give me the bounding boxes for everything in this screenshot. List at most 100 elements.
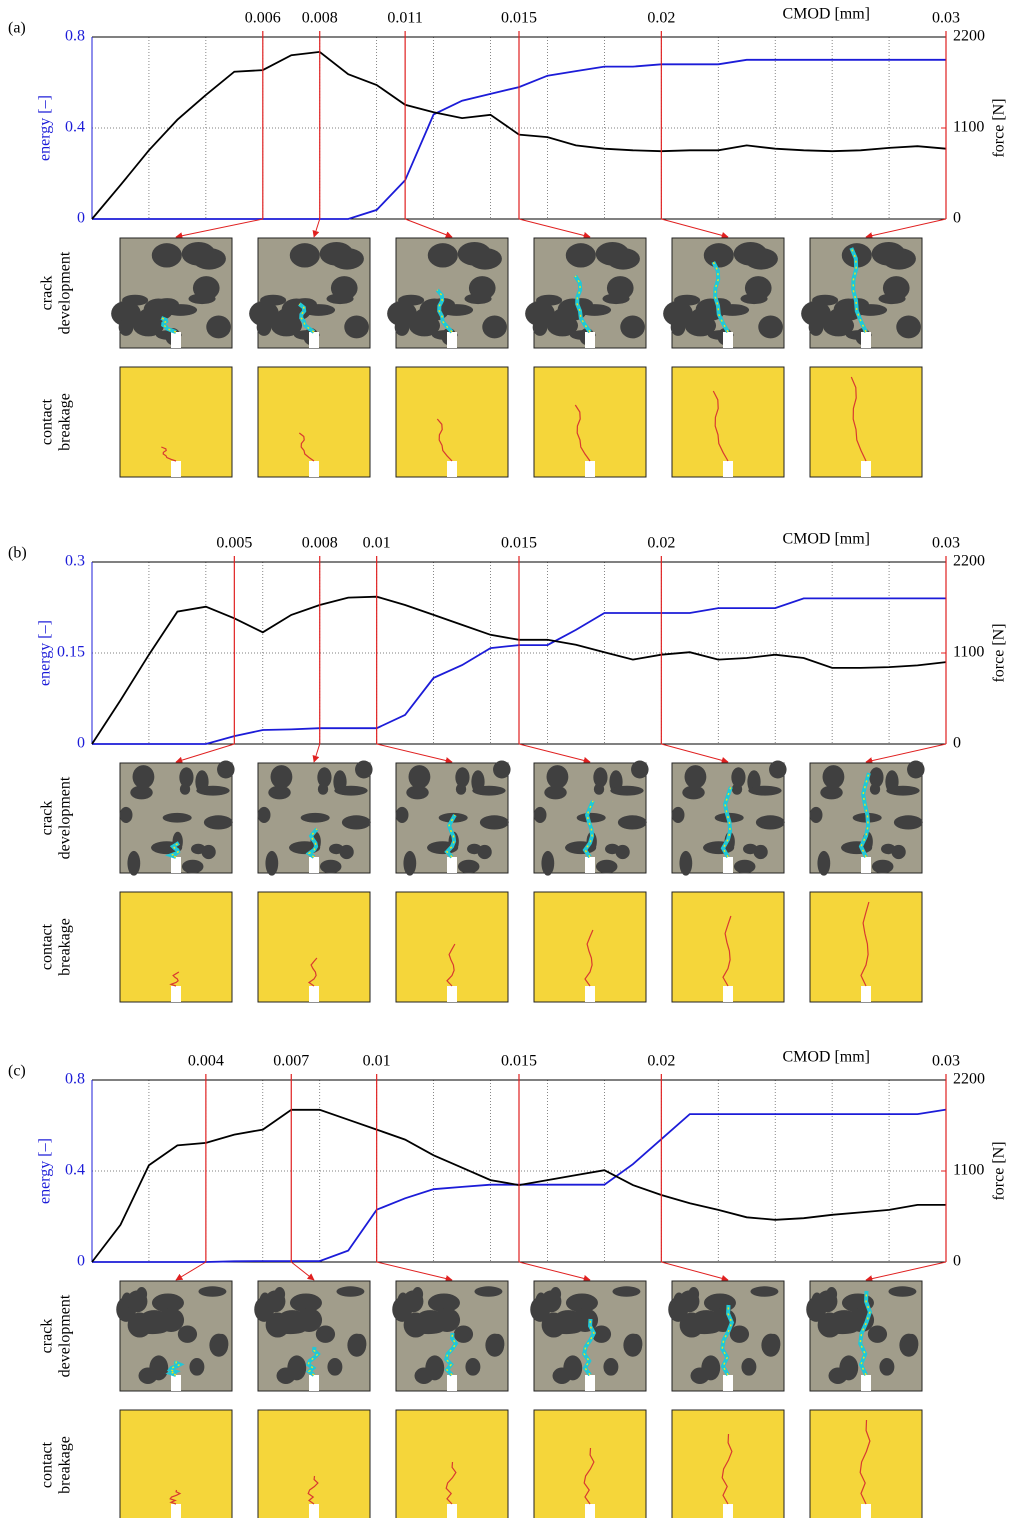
snapshot-arrow	[312, 218, 321, 238]
y-tick-label: 0.15	[57, 644, 85, 661]
x-tick-label: 0.015	[501, 1053, 537, 1070]
aggregate	[479, 815, 509, 830]
aggregate	[828, 1367, 848, 1384]
notch	[585, 857, 595, 873]
crack-core	[574, 275, 591, 333]
thumbnail	[395, 891, 509, 1003]
aggregate	[631, 760, 649, 779]
aggregate	[412, 1325, 444, 1335]
broken-contacts	[307, 957, 318, 987]
y-tick-label: 0.4	[65, 1162, 85, 1179]
aggregate	[315, 1325, 336, 1343]
notch	[861, 857, 871, 873]
notch	[309, 1504, 319, 1518]
aggregate	[296, 1308, 323, 1333]
aggregate	[300, 812, 330, 823]
broken-contacts	[161, 446, 177, 462]
aggregate	[477, 844, 492, 860]
aggregate	[394, 318, 410, 336]
y-axis-label: energy [–]	[37, 95, 54, 161]
aggregate	[130, 785, 153, 800]
thumbnail	[119, 366, 233, 478]
aggregate	[457, 859, 480, 874]
aggregate	[317, 783, 329, 795]
aggregate	[317, 767, 332, 788]
y2-axis-label: force [N]	[991, 1141, 1008, 1200]
aggregate	[565, 243, 596, 268]
aggregate	[595, 859, 618, 874]
notch	[585, 1504, 595, 1518]
aggregate	[733, 241, 768, 266]
aggregate	[893, 815, 923, 830]
broken-contacts	[583, 1447, 595, 1505]
crack-core	[436, 289, 453, 333]
aggregate	[546, 765, 569, 789]
y-tick-label: 0.8	[65, 28, 85, 45]
aggregate	[603, 1358, 619, 1376]
broken-contacts	[712, 390, 729, 462]
y2-axis-label: force [N]	[991, 98, 1008, 157]
x-tick-label: 0.006	[245, 10, 281, 27]
notch	[723, 1504, 733, 1518]
aggregate	[552, 1367, 572, 1384]
notch	[585, 461, 595, 477]
x-tick-label: 0.02	[647, 1053, 675, 1070]
aggregate	[740, 293, 768, 305]
broken-contacts	[721, 1433, 733, 1505]
broken-contacts	[446, 943, 456, 987]
aggregate	[729, 1325, 750, 1343]
x-tick-label: 0.03	[932, 1053, 960, 1070]
snapshot-arrow	[865, 218, 947, 240]
notch	[861, 461, 871, 477]
aggregate	[869, 783, 881, 795]
y-axis-label: energy [–]	[37, 620, 54, 686]
aggregate	[327, 1358, 343, 1376]
x-axis-label: CMOD [mm]	[782, 531, 870, 548]
aggregate	[179, 767, 194, 788]
aggregate	[769, 760, 787, 779]
aggregate	[265, 850, 279, 876]
aggregate	[472, 785, 506, 796]
aggregate	[457, 241, 492, 266]
snapshot-arrow	[376, 1261, 453, 1282]
aggregate	[455, 767, 470, 788]
x-axis-label: CMOD [mm]	[782, 6, 870, 23]
aggregate	[118, 318, 134, 336]
thumbnail	[533, 1409, 647, 1518]
aggregate	[268, 785, 291, 800]
aggregate	[541, 850, 555, 876]
aggregate	[904, 1333, 919, 1354]
notch	[447, 1375, 457, 1391]
aggregate	[289, 243, 320, 268]
aggregate	[610, 785, 644, 796]
crack-core	[850, 247, 867, 333]
aggregate	[158, 1308, 185, 1333]
snapshot-arrow	[661, 1261, 729, 1282]
aggregate	[132, 765, 155, 789]
crack-core	[307, 828, 318, 858]
aggregate	[841, 243, 872, 268]
aggregate	[808, 318, 824, 336]
broken-contacts	[859, 1419, 871, 1505]
aggregate	[434, 1308, 461, 1333]
aggregate	[812, 294, 839, 306]
x-tick-label: 0.015	[501, 10, 537, 27]
aggregate	[126, 1290, 148, 1313]
aggregate	[177, 1325, 198, 1343]
thumbnail	[257, 366, 371, 478]
row-label: development	[57, 251, 74, 334]
aggregate	[536, 294, 563, 306]
crack-core	[161, 317, 177, 333]
aggregate	[755, 815, 785, 830]
panel: (c) CMOD [mm] 0 0.4 0.8 0 1100 2200 energy [–] fo…	[8, 1049, 1008, 1518]
aggregate	[427, 243, 458, 268]
aggregate	[203, 815, 233, 830]
aggregate	[879, 1358, 895, 1376]
row-label: contact	[39, 923, 56, 970]
aggregate	[281, 298, 312, 321]
y2-tick-label: 2200	[953, 28, 985, 45]
aggregate	[179, 783, 191, 795]
aggregate	[419, 298, 450, 321]
y2-tick-label: 1100	[953, 119, 984, 136]
aggregate	[427, 1293, 460, 1313]
